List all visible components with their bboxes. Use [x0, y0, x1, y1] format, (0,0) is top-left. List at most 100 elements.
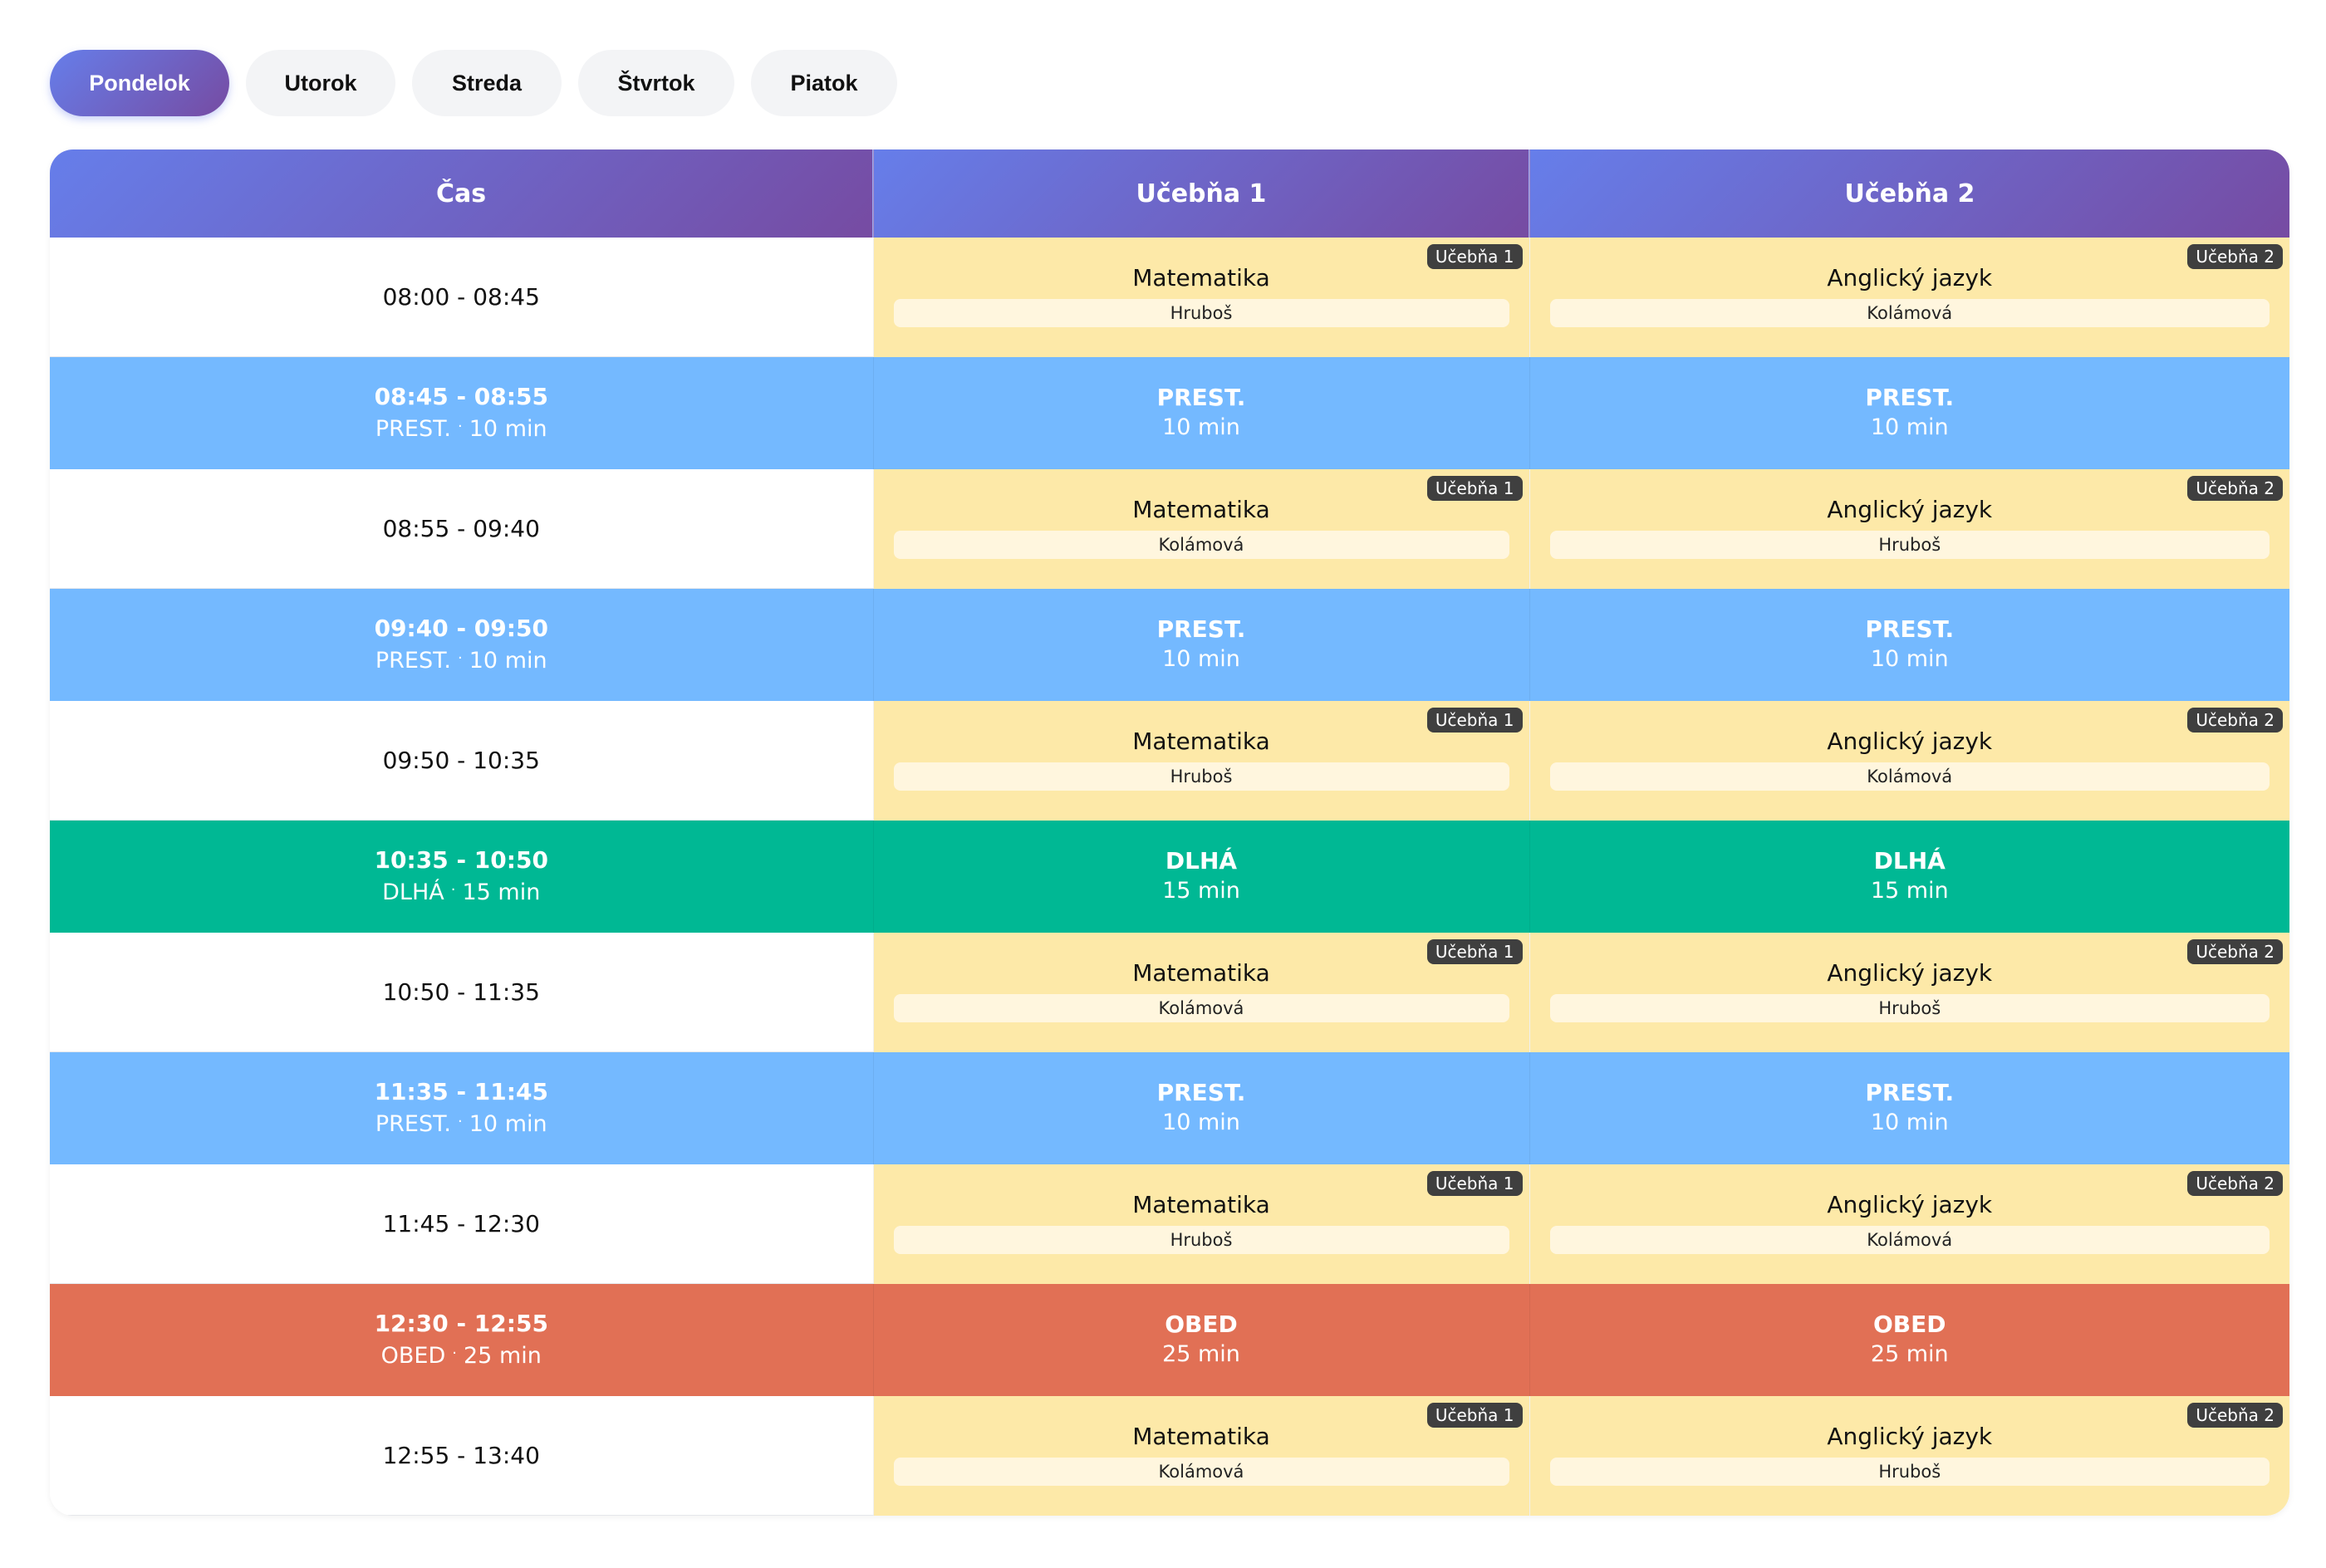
break-duration: 10 min — [1870, 1110, 1949, 1136]
teacher-label: Kolámová — [1549, 299, 2270, 328]
separator-dot: · — [458, 1113, 463, 1130]
separator-dot: · — [458, 649, 463, 667]
break-duration: 10 min — [469, 1111, 547, 1137]
break-label: PREST. — [1156, 384, 1246, 412]
time-slot: 09:50 - 10:35 — [50, 701, 874, 821]
lesson-cell[interactable]: Učebňa 2 Anglický jazyk Kolámová — [1529, 701, 2289, 821]
break-row: 08:45 - 08:55 PREST. · 10 min PREST. 10 min PR… — [50, 356, 2289, 469]
break-label: PREST. — [375, 648, 452, 674]
break-duration: 15 min — [1870, 878, 1949, 904]
lesson-row: 08:00 - 08:45 Učebňa 1 Matematika Hruboš Uče… — [50, 238, 2289, 357]
break-summary: OBED · 25 min — [50, 1339, 873, 1371]
lesson-cell[interactable]: Učebňa 2 Anglický jazyk Hruboš — [1529, 1396, 2289, 1516]
break-label: OBED — [380, 1343, 446, 1369]
column-header-room1: Učebňa 1 — [873, 149, 1530, 238]
break-duration: 25 min — [464, 1343, 542, 1369]
subject-label: Anglický jazyk — [1827, 496, 1993, 524]
room-badge: Učebňa 1 — [1426, 244, 1523, 270]
column-header-room2: Učebňa 2 — [1529, 149, 2289, 238]
break-cell: PREST. 10 min — [1529, 356, 2289, 469]
break-time: 08:45 - 08:55 — [374, 383, 548, 410]
separator-dot: · — [458, 418, 463, 435]
lesson-cell[interactable]: Učebňa 2 Anglický jazyk Hruboš — [1529, 933, 2289, 1052]
lesson-cell[interactable]: Učebňa 2 Anglický jazyk Kolámová — [1529, 1164, 2289, 1284]
break-duration: 10 min — [469, 648, 547, 674]
tab-utorok[interactable]: Utorok — [246, 50, 395, 116]
room-badge: Učebňa 2 — [2187, 1171, 2283, 1197]
lesson-cell[interactable]: Učebňa 2 Anglický jazyk Hruboš — [1529, 469, 2289, 589]
break-cell: PREST. 10 min — [1529, 588, 2289, 701]
break-cell: OBED 25 min — [1529, 1283, 2289, 1396]
time-slot: 08:00 - 08:45 — [50, 238, 874, 357]
room-badge: Učebňa 2 — [2187, 476, 2283, 502]
break-label: OBED — [1165, 1311, 1238, 1339]
break-cell: DLHÁ 15 min — [873, 820, 1530, 933]
tab-pondelok[interactable]: Pondelok — [50, 50, 229, 116]
lesson-row: 09:50 - 10:35 Učebňa 1 Matematika Hruboš Uče… — [50, 701, 2289, 821]
lesson-row: 08:55 - 09:40 Učebňa 1 Matematika Kolámová U… — [50, 469, 2289, 589]
room-badge: Učebňa 1 — [1426, 939, 1523, 965]
lesson-cell[interactable]: Učebňa 1 Matematika Kolámová — [873, 1396, 1530, 1516]
break-label: PREST. — [1865, 615, 1955, 644]
subject-label: Matematika — [1132, 496, 1270, 524]
room-badge: Učebňa 2 — [2187, 939, 2283, 965]
room-badge: Učebňa 1 — [1426, 1171, 1523, 1197]
break-time-cell: 11:35 - 11:45 PREST. · 10 min — [50, 1051, 874, 1164]
break-summary: PREST. · 10 min — [50, 412, 873, 444]
break-cell: DLHÁ 15 min — [1529, 820, 2289, 933]
break-duration: 15 min — [1162, 878, 1240, 904]
teacher-label: Kolámová — [893, 1458, 1509, 1487]
room-badge: Učebňa 2 — [2187, 244, 2283, 270]
time-slot: 11:45 - 12:30 — [50, 1164, 874, 1284]
lesson-cell[interactable]: Učebňa 1 Matematika Kolámová — [873, 469, 1530, 589]
break-label: PREST. — [375, 1111, 452, 1137]
break-row: 11:35 - 11:45 PREST. · 10 min PREST. 10 min PR… — [50, 1051, 2289, 1164]
teacher-label: Hruboš — [893, 299, 1509, 328]
lesson-cell[interactable]: Učebňa 1 Matematika Hruboš — [873, 1164, 1530, 1284]
break-row: 12:30 - 12:55 OBED · 25 min OBED 25 min OBED 25… — [50, 1283, 2289, 1396]
lesson-cell[interactable]: Učebňa 1 Matematika Hruboš — [873, 238, 1530, 357]
break-time: 09:40 - 09:50 — [374, 615, 548, 642]
teacher-label: Kolámová — [1549, 1226, 2270, 1255]
lesson-cell[interactable]: Učebňa 1 Matematika Hruboš — [873, 701, 1530, 821]
break-duration: 25 min — [1162, 1341, 1240, 1368]
tab-stvrtok[interactable]: Štvrtok — [578, 50, 734, 116]
separator-dot: · — [452, 1345, 457, 1362]
subject-label: Matematika — [1132, 1423, 1270, 1451]
room-badge: Učebňa 1 — [1426, 708, 1523, 733]
tab-piatok[interactable]: Piatok — [751, 50, 897, 116]
break-duration: 25 min — [1870, 1341, 1949, 1368]
subject-label: Matematika — [1132, 1191, 1270, 1219]
room-badge: Učebňa 1 — [1426, 476, 1523, 502]
teacher-label: Hruboš — [1549, 531, 2270, 560]
break-cell: PREST. 10 min — [873, 356, 1530, 469]
break-duration: 15 min — [462, 880, 541, 905]
timetable: Čas Učebňa 1 Učebňa 2 08:00 - 08:45 Učebň… — [50, 149, 2289, 1516]
break-label: DLHÁ — [382, 880, 444, 905]
table-header-row: Čas Učebňa 1 Učebňa 2 — [50, 149, 2289, 238]
tab-streda[interactable]: Streda — [412, 50, 562, 116]
break-summary: PREST. · 10 min — [50, 644, 873, 676]
subject-label: Anglický jazyk — [1827, 959, 1993, 987]
break-label: PREST. — [375, 416, 452, 442]
break-label: PREST. — [1865, 1079, 1955, 1107]
break-duration: 10 min — [1870, 414, 1949, 441]
break-label: DLHÁ — [1165, 847, 1238, 875]
room-badge: Učebňa 2 — [2187, 708, 2283, 733]
lesson-cell[interactable]: Učebňa 1 Matematika Kolámová — [873, 933, 1530, 1052]
break-row: 09:40 - 09:50 PREST. · 10 min PREST. 10 min PR… — [50, 588, 2289, 701]
timetable-body: 08:00 - 08:45 Učebňa 1 Matematika Hruboš Uče… — [50, 238, 2289, 1516]
subject-label: Matematika — [1132, 728, 1270, 756]
teacher-label: Hruboš — [893, 762, 1509, 791]
teacher-label: Kolámová — [893, 531, 1509, 560]
break-label: PREST. — [1865, 384, 1955, 412]
break-cell: PREST. 10 min — [1529, 1051, 2289, 1164]
break-time: 10:35 - 10:50 — [374, 846, 548, 874]
column-header-time: Čas — [50, 149, 874, 238]
room-badge: Učebňa 1 — [1426, 1403, 1523, 1428]
lesson-cell[interactable]: Učebňa 2 Anglický jazyk Kolámová — [1529, 238, 2289, 357]
time-slot: 10:50 - 11:35 — [50, 933, 874, 1052]
break-duration: 10 min — [1162, 646, 1240, 673]
teacher-label: Kolámová — [1549, 762, 2270, 791]
teacher-label: Hruboš — [1549, 1458, 2270, 1487]
